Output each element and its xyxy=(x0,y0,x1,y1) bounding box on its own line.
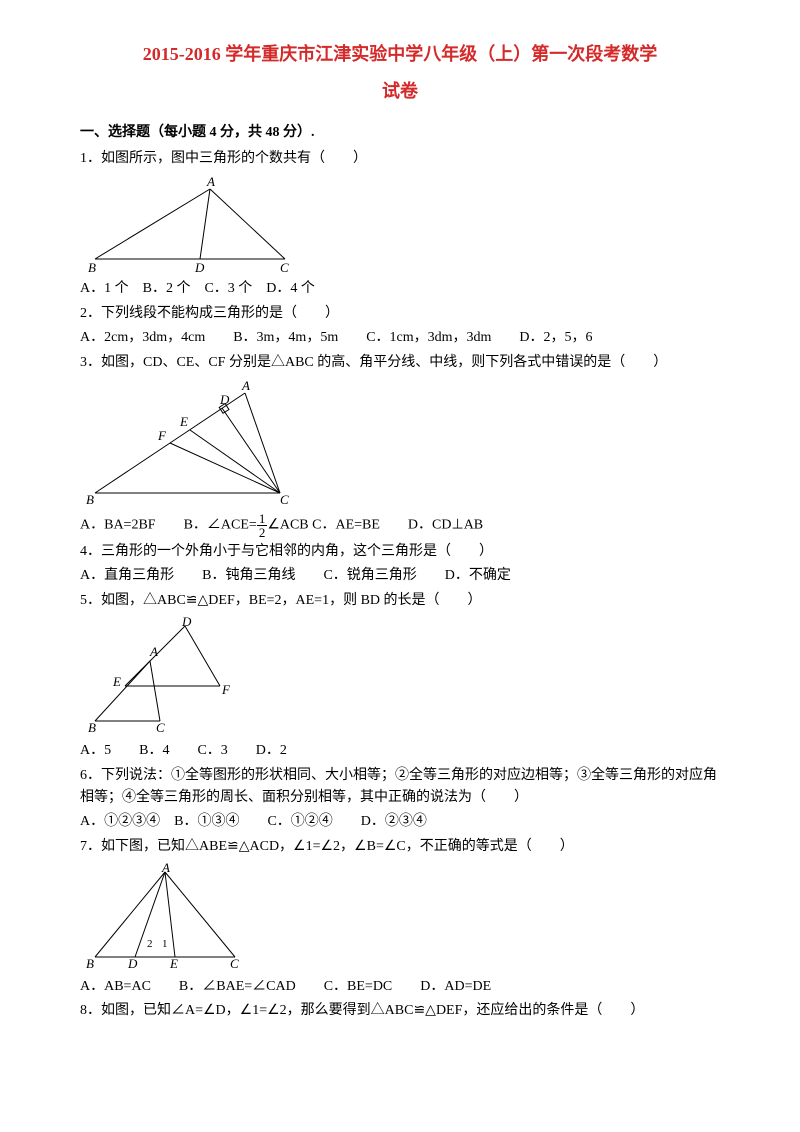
fig5-label-E: E xyxy=(112,674,121,689)
q1-text: 1．如图所示，图中三角形的个数共有（ ） xyxy=(80,148,720,170)
q5-text: 5．如图，△ABC≌△DEF，BE=2，AE=1，则 BD 的长是（ ） xyxy=(80,590,720,612)
title-line1: 2015-2016 学年重庆市江津实验中学八年级（上）第一次段考数学 xyxy=(80,40,720,69)
q3-text: 3．如图，CD、CE、CF 分别是△ABC 的高、角平分线、中线，则下列各式中错… xyxy=(80,352,720,374)
fig7-label-A: A xyxy=(161,862,170,875)
q2-text: 2．下列线段不能构成三角形的是（ ） xyxy=(80,303,720,325)
fig1-label-B: B xyxy=(88,260,96,274)
q6-text: 6．下列说法：①全等图形的形状相同、大小相等；②全等三角形的对应边相等；③全等三… xyxy=(80,765,720,810)
fig3-label-D: D xyxy=(219,392,230,407)
fig5-label-A: A xyxy=(149,644,158,659)
fig3-label-C: C xyxy=(280,492,289,507)
fraction-half: 12 xyxy=(257,512,268,539)
fig3-label-F: F xyxy=(157,428,167,443)
fig1-label-C: C xyxy=(280,260,289,274)
q4-options: A．直角三角形 B．钝角三角线 C．锐角三角形 D．不确定 xyxy=(80,565,720,587)
fig1-label-D: D xyxy=(194,260,205,274)
q2-options: A．2cm，3dm，4cm B．3m，4m，5m C．1cm，3dm，3dm D… xyxy=(80,327,720,349)
q4-text: 4．三角形的一个外角小于与它相邻的内角，这个三角形是（ ） xyxy=(80,541,720,563)
q3-figure: A B C D E F xyxy=(80,378,720,508)
q6-options: A．①②③④ B．①③④ C．①②④ D．②③④ xyxy=(80,811,720,833)
q3-options: A．BA=2BF B．∠ACE=12∠ACB C．AE=BE D．CD⊥AB xyxy=(80,512,720,539)
q8-text: 8．如图，已知∠A=∠D，∠1=∠2，那么要得到△ABC≌△DEF，还应给出的条… xyxy=(80,1000,720,1022)
q5-options: A．5 B．4 C．3 D．2 xyxy=(80,740,720,762)
fig3-label-E: E xyxy=(179,414,188,429)
q7-figure: A B C D E 1 2 xyxy=(80,862,720,972)
q1-options: A．1 个 B．2 个 C．3 个 D．4 个 xyxy=(80,278,720,300)
fig7-label-2: 2 xyxy=(147,938,153,950)
q7-text: 7．如下图，已知△ABE≌△ACD，∠1=∠2，∠B=∠C，不正确的等式是（ ） xyxy=(80,836,720,858)
section-header: 一、选择题（每小题 4 分，共 48 分）. xyxy=(80,122,720,144)
fig7-label-C: C xyxy=(230,956,239,971)
fig3-label-A: A xyxy=(241,378,250,393)
q7-options: A．AB=AC B．∠BAE=∠CAD C．BE=DC D．AD=DE xyxy=(80,976,720,998)
fig5-label-C: C xyxy=(156,720,165,735)
fig5-label-D: D xyxy=(181,616,192,629)
title-line2: 试卷 xyxy=(80,77,720,106)
q5-figure: A B C D E F xyxy=(80,616,720,736)
fig7-label-D: D xyxy=(127,956,138,971)
fig5-label-F: F xyxy=(221,682,231,697)
fig7-label-E: E xyxy=(169,956,178,971)
q3-optA-part1: A．BA=2BF B．∠ACE= xyxy=(80,518,257,533)
fig5-label-B: B xyxy=(88,720,96,735)
fig7-label-1: 1 xyxy=(162,938,168,950)
fig7-label-B: B xyxy=(86,956,94,971)
fig1-label-A: A xyxy=(206,174,215,189)
q1-figure: A B D C xyxy=(80,174,720,274)
q3-optA-part2: ∠ACB C．AE=BE D．CD⊥AB xyxy=(267,518,483,533)
fig3-label-B: B xyxy=(86,492,94,507)
